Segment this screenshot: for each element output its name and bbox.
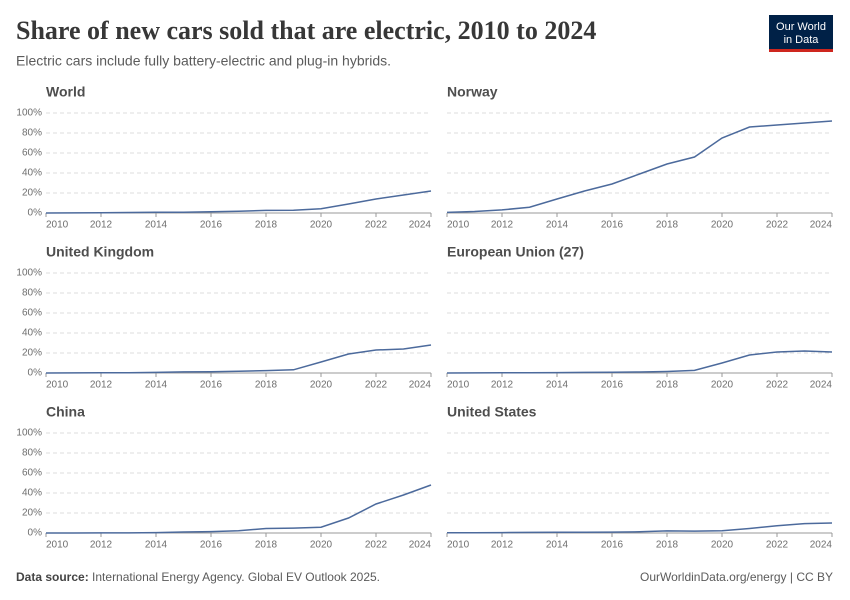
y-tick-label: 20% (22, 348, 42, 359)
x-tick-label: 2010 (46, 220, 69, 231)
x-tick-label: 2016 (601, 220, 624, 231)
panel-title: United Kingdom (46, 244, 154, 260)
x-tick-label: 2018 (656, 540, 679, 551)
data-line (446, 120, 833, 214)
x-tick-label: 2018 (255, 540, 278, 551)
x-tick-label: 2024 (810, 220, 833, 231)
y-tick-label: 100% (16, 108, 42, 119)
x-tick-label: 2022 (365, 220, 388, 231)
y-tick-label: 80% (22, 128, 42, 139)
panel-title: Norway (447, 84, 498, 100)
x-tick-label: 2014 (546, 220, 569, 231)
x-tick-label: 2016 (601, 380, 624, 391)
x-tick-label: 2022 (766, 380, 789, 391)
x-tick-label: 2014 (546, 380, 569, 391)
credit[interactable]: OurWorldinData.org/energy | CC BY (640, 570, 833, 584)
x-tick-label: 2014 (145, 380, 168, 391)
y-tick-label: 0% (28, 528, 43, 539)
logo-text: Our World (776, 21, 826, 33)
x-tick-label: 2018 (255, 380, 278, 391)
x-tick-label: 2012 (90, 380, 113, 391)
y-tick-label: 80% (22, 448, 42, 459)
x-tick-label: 2018 (656, 380, 679, 391)
x-tick-label: 2016 (200, 540, 223, 551)
data-line (45, 344, 432, 374)
panel-title: United States (447, 404, 537, 420)
y-tick-label: 80% (22, 288, 42, 299)
source: Data source: International Energy Agency… (16, 570, 380, 584)
x-tick-label: 2014 (546, 540, 569, 551)
x-tick-label: 2012 (491, 380, 514, 391)
x-tick-label: 2010 (447, 220, 470, 231)
x-tick-label: 2012 (90, 220, 113, 231)
x-tick-label: 2010 (46, 380, 69, 391)
y-tick-label: 0% (28, 208, 43, 219)
x-tick-label: 2020 (310, 380, 333, 391)
panel-title: World (46, 84, 85, 100)
y-tick-label: 40% (22, 168, 42, 179)
x-tick-label: 2014 (145, 220, 168, 231)
subtitle: Electric cars include fully battery-elec… (16, 53, 391, 69)
y-tick-label: 60% (22, 308, 42, 319)
data-line (446, 350, 833, 374)
x-tick-label: 2024 (409, 540, 432, 551)
x-tick-label: 2010 (447, 540, 470, 551)
source-text: International Energy Agency. Global EV O… (92, 570, 380, 584)
x-tick-label: 2016 (601, 540, 624, 551)
data-line (46, 484, 432, 534)
x-tick-label: 2024 (810, 380, 833, 391)
x-tick-label: 2020 (310, 220, 333, 231)
title: Share of new cars sold that are electric… (16, 16, 596, 45)
y-tick-label: 100% (16, 268, 42, 279)
x-tick-label: 2014 (145, 540, 168, 551)
data-line (45, 190, 432, 214)
x-tick-label: 2020 (310, 540, 333, 551)
y-tick-label: 40% (22, 328, 42, 339)
x-tick-label: 2012 (491, 220, 514, 231)
y-tick-label: 0% (28, 368, 43, 379)
x-tick-label: 2018 (656, 220, 679, 231)
x-tick-label: 2024 (409, 380, 432, 391)
x-tick-label: 2024 (409, 220, 432, 231)
y-tick-label: 60% (22, 148, 42, 159)
logo-text: in Data (784, 34, 820, 46)
y-tick-label: 20% (22, 508, 42, 519)
source-label: Data source: (16, 570, 89, 584)
y-tick-label: 100% (16, 428, 42, 439)
x-tick-label: 2020 (711, 380, 734, 391)
y-tick-label: 20% (22, 188, 42, 199)
y-tick-label: 60% (22, 468, 42, 479)
x-tick-label: 2010 (46, 540, 69, 551)
logo-bar (769, 49, 833, 52)
logo[interactable] (769, 15, 833, 52)
panel-title: China (46, 404, 85, 420)
x-tick-label: 2022 (766, 220, 789, 231)
x-tick-label: 2022 (365, 540, 388, 551)
x-tick-label: 2024 (810, 540, 833, 551)
data-line (447, 522, 833, 534)
x-tick-label: 2020 (711, 540, 734, 551)
x-tick-label: 2016 (200, 380, 223, 391)
x-tick-label: 2012 (491, 540, 514, 551)
x-tick-label: 2022 (365, 380, 388, 391)
x-tick-label: 2010 (447, 380, 470, 391)
x-tick-label: 2012 (90, 540, 113, 551)
x-tick-label: 2022 (766, 540, 789, 551)
x-tick-label: 2016 (200, 220, 223, 231)
y-tick-label: 40% (22, 488, 42, 499)
x-tick-label: 2020 (711, 220, 734, 231)
x-tick-label: 2018 (255, 220, 278, 231)
panel-title: European Union (27) (447, 244, 584, 260)
